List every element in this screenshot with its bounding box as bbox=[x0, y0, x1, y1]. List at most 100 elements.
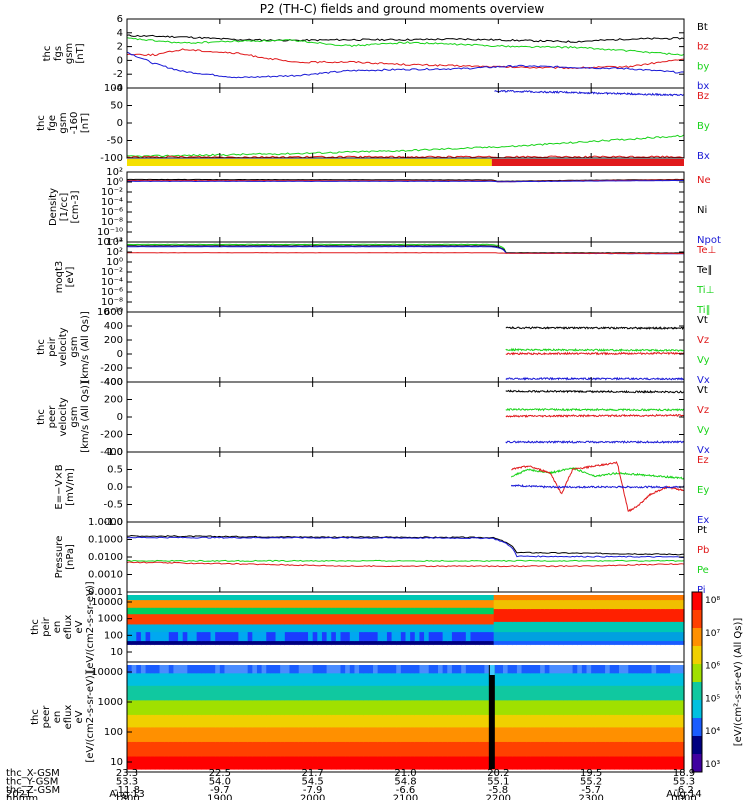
spectrogram-cell bbox=[451, 624, 458, 633]
spectrogram-cell bbox=[632, 727, 639, 743]
spectrogram-cell bbox=[470, 641, 476, 646]
spectrogram-cell bbox=[554, 609, 560, 623]
spectrogram-cell bbox=[609, 756, 615, 770]
spectrogram-cell bbox=[554, 741, 560, 758]
spectrogram-cell bbox=[215, 644, 221, 660]
spectrogram-cell bbox=[544, 609, 550, 623]
spectrogram-cell bbox=[340, 641, 346, 646]
spectrogram-cell bbox=[187, 665, 193, 674]
spectrogram-cell bbox=[312, 727, 318, 743]
spectrogram-cell bbox=[479, 607, 486, 615]
spectrogram-cell bbox=[674, 621, 680, 633]
spectrogram-cell bbox=[619, 741, 625, 758]
spectrogram-cell bbox=[437, 727, 444, 743]
spectrogram-cell bbox=[428, 665, 434, 674]
spectrogram-cell bbox=[674, 595, 680, 601]
spectrogram-cell bbox=[670, 595, 676, 601]
spectrogram-cell bbox=[326, 614, 332, 626]
y-tick-label: 0.1000 bbox=[88, 535, 123, 546]
spectrogram-cell bbox=[363, 685, 369, 701]
spectrogram-cell bbox=[507, 714, 513, 728]
spectrogram-cell bbox=[679, 632, 685, 642]
spectrogram-cell bbox=[396, 632, 402, 642]
spectrogram-cell bbox=[363, 607, 369, 615]
spectrogram-cell bbox=[554, 665, 560, 674]
spectrogram-cell bbox=[289, 714, 295, 728]
spectrogram-cell bbox=[326, 741, 332, 758]
y-tick-label: 10 bbox=[110, 757, 123, 768]
spectrogram-cell bbox=[512, 714, 518, 728]
spectrogram-cell bbox=[363, 624, 369, 633]
spectrogram-cell bbox=[345, 714, 351, 728]
spectrogram-cell bbox=[414, 644, 421, 660]
spectrogram-cell bbox=[628, 756, 634, 770]
spectrogram-cell bbox=[173, 614, 179, 626]
spectrogram-cell bbox=[182, 756, 188, 770]
spectrogram-cell bbox=[275, 624, 281, 633]
spectrogram-cell bbox=[419, 607, 425, 615]
spectrogram-cell bbox=[340, 673, 346, 687]
spectrogram-cell bbox=[651, 600, 657, 610]
spectrogram-cell bbox=[256, 607, 263, 615]
y-tick-label: 0.0100 bbox=[88, 552, 123, 563]
spectrogram-cell bbox=[127, 624, 133, 633]
spectrogram-cell bbox=[586, 741, 592, 758]
spectrogram-cell bbox=[247, 624, 253, 633]
spectrogram-cell bbox=[345, 600, 351, 609]
spectrogram-cell bbox=[131, 700, 137, 716]
spectrogram-cell bbox=[595, 727, 602, 743]
spectrogram-cell bbox=[572, 756, 578, 770]
spectrogram-cell bbox=[331, 741, 337, 758]
spectrogram-cell bbox=[215, 641, 221, 646]
spectrogram-cell bbox=[414, 600, 421, 609]
spectrogram-cell bbox=[303, 673, 309, 687]
spectrogram-cell bbox=[247, 607, 253, 615]
spectrogram-cell bbox=[479, 624, 486, 633]
ylabel-pressure: [nPa] bbox=[65, 544, 76, 570]
spectrogram-cell bbox=[178, 632, 184, 642]
spectrogram-cell bbox=[326, 607, 332, 615]
spectrogram-cell bbox=[349, 741, 356, 758]
spectrogram-cell bbox=[512, 600, 518, 610]
spectrogram-cell bbox=[442, 644, 448, 660]
spectrogram-cell bbox=[252, 714, 258, 728]
spectrogram-cell bbox=[359, 624, 365, 633]
spectrogram-cell bbox=[205, 756, 212, 770]
spectrogram-cell bbox=[484, 595, 490, 601]
series-Vy bbox=[505, 407, 684, 412]
spectrogram-cell bbox=[581, 665, 588, 674]
spectrogram-cell bbox=[623, 621, 629, 633]
spectrogram-cell bbox=[261, 624, 267, 633]
spectrogram-cell bbox=[210, 714, 216, 728]
spectrogram-cell bbox=[294, 685, 300, 701]
spectrogram-cell bbox=[368, 756, 374, 770]
spectrogram-cell bbox=[451, 644, 458, 660]
spectrogram-cell bbox=[373, 714, 379, 728]
spectrogram-cell bbox=[229, 595, 235, 601]
spectrogram-cell bbox=[303, 727, 309, 743]
spectrogram-cell bbox=[247, 641, 253, 646]
spectrogram-cell bbox=[210, 673, 216, 687]
spectrogram-cell bbox=[521, 673, 527, 687]
spectrogram-cell bbox=[619, 727, 625, 743]
spectrogram-cell bbox=[363, 632, 369, 642]
spectrogram-cell bbox=[567, 673, 574, 687]
spectrogram-cell bbox=[182, 595, 188, 601]
spectrogram-cell bbox=[674, 665, 680, 674]
spectrogram-cell bbox=[554, 600, 560, 610]
spectrogram-cell bbox=[391, 595, 397, 601]
spectrogram-cell bbox=[507, 741, 513, 758]
spectrogram-cell bbox=[484, 644, 490, 660]
panel-density: Density [1/cc] [cm-3]10²10⁰10⁻²10⁻⁴10⁻⁶10⁻… bbox=[48, 167, 721, 248]
spectrogram-cell bbox=[591, 714, 597, 728]
spectrogram-cell bbox=[424, 607, 430, 615]
spectrogram-cell bbox=[270, 595, 277, 601]
spectrogram-cell bbox=[363, 600, 369, 609]
spectrogram-cell bbox=[243, 644, 249, 660]
spectrogram-cell bbox=[210, 600, 216, 609]
spectrogram-cell bbox=[317, 595, 323, 601]
spectrogram-cell bbox=[475, 665, 481, 674]
spectrogram-cell bbox=[164, 727, 170, 743]
spectrogram-cell bbox=[136, 614, 142, 626]
